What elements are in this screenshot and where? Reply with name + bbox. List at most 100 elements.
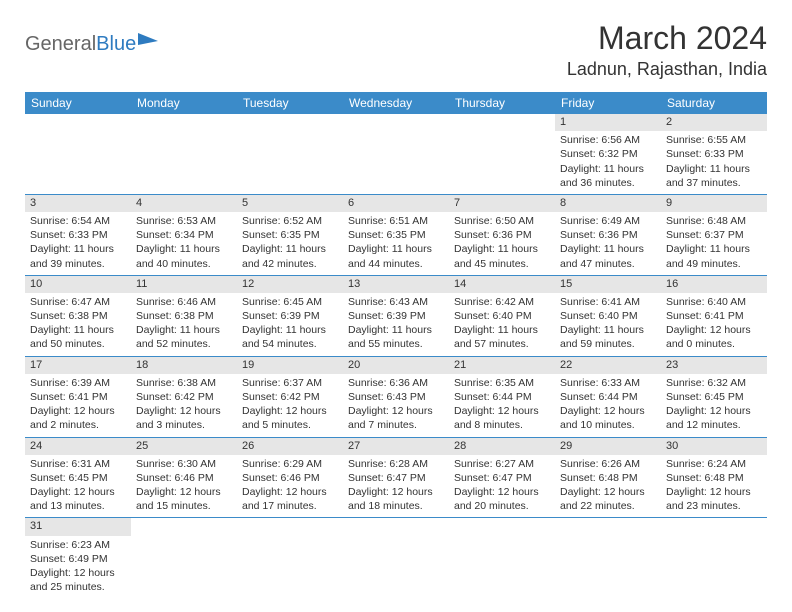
day-number: 7	[449, 195, 555, 212]
day-number: 2	[661, 114, 767, 131]
daylight-text: Daylight: 11 hours and 50 minutes.	[30, 323, 126, 351]
day-details: Sunrise: 6:48 AMSunset: 6:37 PMDaylight:…	[661, 212, 767, 275]
calendar-cell	[343, 518, 449, 598]
calendar-cell	[449, 114, 555, 194]
day-number: 20	[343, 357, 449, 374]
calendar-cell: 19Sunrise: 6:37 AMSunset: 6:42 PMDayligh…	[237, 356, 343, 437]
calendar-cell: 6Sunrise: 6:51 AMSunset: 6:35 PMDaylight…	[343, 194, 449, 275]
daylight-text: Daylight: 11 hours and 54 minutes.	[242, 323, 338, 351]
sunset-text: Sunset: 6:46 PM	[136, 471, 232, 485]
calendar-cell: 23Sunrise: 6:32 AMSunset: 6:45 PMDayligh…	[661, 356, 767, 437]
sunrise-text: Sunrise: 6:24 AM	[666, 457, 762, 471]
day-number: 1	[555, 114, 661, 131]
sunrise-text: Sunrise: 6:52 AM	[242, 214, 338, 228]
sunset-text: Sunset: 6:41 PM	[666, 309, 762, 323]
day-details: Sunrise: 6:36 AMSunset: 6:43 PMDaylight:…	[343, 374, 449, 437]
sunrise-text: Sunrise: 6:46 AM	[136, 295, 232, 309]
calendar-table: SundayMondayTuesdayWednesdayThursdayFrid…	[25, 92, 767, 598]
daylight-text: Daylight: 11 hours and 40 minutes.	[136, 242, 232, 270]
daylight-text: Daylight: 12 hours and 5 minutes.	[242, 404, 338, 432]
day-number: 23	[661, 357, 767, 374]
day-details: Sunrise: 6:51 AMSunset: 6:35 PMDaylight:…	[343, 212, 449, 275]
day-number: 12	[237, 276, 343, 293]
calendar-cell: 4Sunrise: 6:53 AMSunset: 6:34 PMDaylight…	[131, 194, 237, 275]
calendar-row: 24Sunrise: 6:31 AMSunset: 6:45 PMDayligh…	[25, 437, 767, 518]
day-number: 18	[131, 357, 237, 374]
sunset-text: Sunset: 6:42 PM	[136, 390, 232, 404]
day-number	[237, 518, 343, 522]
sunrise-text: Sunrise: 6:35 AM	[454, 376, 550, 390]
daylight-text: Daylight: 11 hours and 36 minutes.	[560, 162, 656, 190]
daylight-text: Daylight: 12 hours and 20 minutes.	[454, 485, 550, 513]
calendar-cell: 18Sunrise: 6:38 AMSunset: 6:42 PMDayligh…	[131, 356, 237, 437]
weekday-header: Monday	[131, 92, 237, 114]
daylight-text: Daylight: 12 hours and 0 minutes.	[666, 323, 762, 351]
sunset-text: Sunset: 6:41 PM	[30, 390, 126, 404]
sunset-text: Sunset: 6:48 PM	[560, 471, 656, 485]
daylight-text: Daylight: 11 hours and 47 minutes.	[560, 242, 656, 270]
day-number	[555, 518, 661, 522]
calendar-cell: 7Sunrise: 6:50 AMSunset: 6:36 PMDaylight…	[449, 194, 555, 275]
day-details: Sunrise: 6:38 AMSunset: 6:42 PMDaylight:…	[131, 374, 237, 437]
day-details: Sunrise: 6:37 AMSunset: 6:42 PMDaylight:…	[237, 374, 343, 437]
logo-text-blue: Blue	[96, 33, 136, 56]
daylight-text: Daylight: 12 hours and 18 minutes.	[348, 485, 444, 513]
sunset-text: Sunset: 6:44 PM	[454, 390, 550, 404]
sunset-text: Sunset: 6:35 PM	[242, 228, 338, 242]
day-details: Sunrise: 6:30 AMSunset: 6:46 PMDaylight:…	[131, 455, 237, 518]
calendar-cell: 30Sunrise: 6:24 AMSunset: 6:48 PMDayligh…	[661, 437, 767, 518]
calendar-cell: 25Sunrise: 6:30 AMSunset: 6:46 PMDayligh…	[131, 437, 237, 518]
day-number: 31	[25, 518, 131, 535]
calendar-cell	[131, 518, 237, 598]
daylight-text: Daylight: 11 hours and 57 minutes.	[454, 323, 550, 351]
sunrise-text: Sunrise: 6:56 AM	[560, 133, 656, 147]
day-number: 22	[555, 357, 661, 374]
day-number: 30	[661, 438, 767, 455]
daylight-text: Daylight: 12 hours and 22 minutes.	[560, 485, 656, 513]
day-number: 9	[661, 195, 767, 212]
day-number: 5	[237, 195, 343, 212]
calendar-cell: 22Sunrise: 6:33 AMSunset: 6:44 PMDayligh…	[555, 356, 661, 437]
day-details: Sunrise: 6:31 AMSunset: 6:45 PMDaylight:…	[25, 455, 131, 518]
day-details: Sunrise: 6:24 AMSunset: 6:48 PMDaylight:…	[661, 455, 767, 518]
daylight-text: Daylight: 11 hours and 52 minutes.	[136, 323, 232, 351]
sunset-text: Sunset: 6:42 PM	[242, 390, 338, 404]
day-details: Sunrise: 6:50 AMSunset: 6:36 PMDaylight:…	[449, 212, 555, 275]
sunrise-text: Sunrise: 6:51 AM	[348, 214, 444, 228]
sunset-text: Sunset: 6:38 PM	[136, 309, 232, 323]
daylight-text: Daylight: 12 hours and 3 minutes.	[136, 404, 232, 432]
calendar-cell: 2Sunrise: 6:55 AMSunset: 6:33 PMDaylight…	[661, 114, 767, 194]
calendar-cell: 24Sunrise: 6:31 AMSunset: 6:45 PMDayligh…	[25, 437, 131, 518]
sunset-text: Sunset: 6:39 PM	[348, 309, 444, 323]
calendar-cell	[661, 518, 767, 598]
calendar-cell: 31Sunrise: 6:23 AMSunset: 6:49 PMDayligh…	[25, 518, 131, 598]
sunset-text: Sunset: 6:32 PM	[560, 147, 656, 161]
sunset-text: Sunset: 6:36 PM	[560, 228, 656, 242]
day-details: Sunrise: 6:27 AMSunset: 6:47 PMDaylight:…	[449, 455, 555, 518]
weekday-header: Friday	[555, 92, 661, 114]
day-number: 24	[25, 438, 131, 455]
day-number: 4	[131, 195, 237, 212]
calendar-row: 1 Sunrise: 6:56 AMSunset: 6:32 PMDaylight…	[25, 114, 767, 194]
daylight-text: Daylight: 12 hours and 7 minutes.	[348, 404, 444, 432]
header: GeneralBlue March 2024 Ladnun, Rajasthan…	[25, 20, 767, 80]
calendar-cell: 8Sunrise: 6:49 AMSunset: 6:36 PMDaylight…	[555, 194, 661, 275]
day-details: Sunrise: 6:42 AMSunset: 6:40 PMDaylight:…	[449, 293, 555, 356]
day-number	[449, 114, 555, 118]
day-details: Sunrise: 6:49 AMSunset: 6:36 PMDaylight:…	[555, 212, 661, 275]
sunrise-text: Sunrise: 6:54 AM	[30, 214, 126, 228]
day-details: Sunrise: 6:35 AMSunset: 6:44 PMDaylight:…	[449, 374, 555, 437]
sunset-text: Sunset: 6:45 PM	[30, 471, 126, 485]
calendar-cell	[449, 518, 555, 598]
calendar-cell: 13Sunrise: 6:43 AMSunset: 6:39 PMDayligh…	[343, 275, 449, 356]
calendar-cell: 12Sunrise: 6:45 AMSunset: 6:39 PMDayligh…	[237, 275, 343, 356]
day-number	[343, 114, 449, 118]
weekday-header: Saturday	[661, 92, 767, 114]
sunset-text: Sunset: 6:49 PM	[30, 552, 126, 566]
sunset-text: Sunset: 6:36 PM	[454, 228, 550, 242]
title-block: March 2024 Ladnun, Rajasthan, India	[567, 20, 767, 80]
daylight-text: Daylight: 11 hours and 44 minutes.	[348, 242, 444, 270]
day-number: 8	[555, 195, 661, 212]
sunrise-text: Sunrise: 6:32 AM	[666, 376, 762, 390]
daylight-text: Daylight: 12 hours and 10 minutes.	[560, 404, 656, 432]
